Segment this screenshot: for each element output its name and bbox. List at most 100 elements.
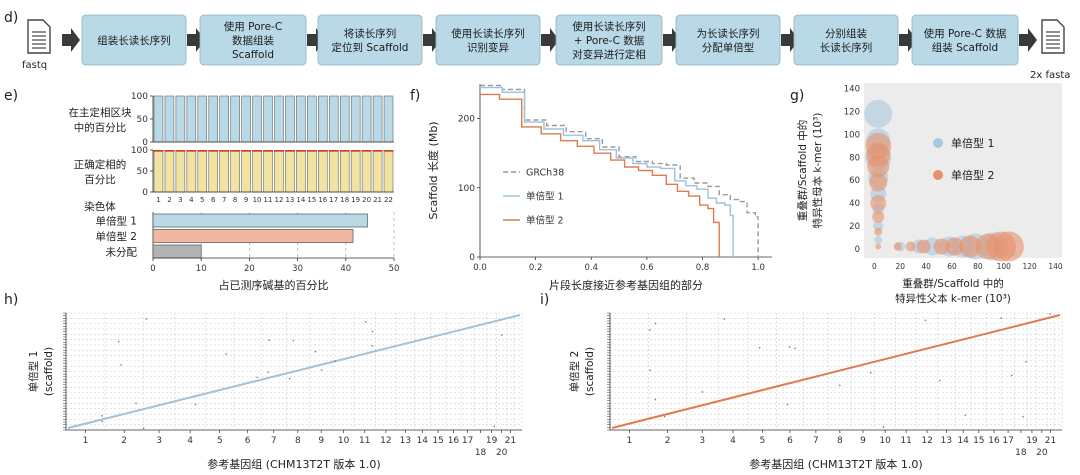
bar [372, 95, 383, 143]
pipeline-step-label: 使用长读长序列 [572, 20, 646, 33]
pipeline-step-box [911, 14, 1019, 66]
alignment-dot [101, 420, 104, 423]
x-tick-label: 4 [189, 196, 194, 204]
alignment-dot [320, 369, 323, 371]
chromosome-tick-label: 7 [271, 436, 277, 446]
pipeline-step-label: 对变异进行定相 [572, 48, 646, 61]
alignment-dot [371, 345, 374, 347]
x-tick-label: 30 [292, 264, 303, 274]
x-tick-label: 16 [318, 196, 327, 204]
alignment-dot [938, 379, 941, 382]
x-axis-title: 参考基因组 (CHM13T2T 版本 1.0) [207, 457, 380, 471]
y-axis-title: 重叠群/Scaffold 中的 [796, 120, 809, 222]
chromosome-tick-label: 18 [1015, 448, 1027, 458]
y-tick-label: 50 [137, 167, 149, 177]
y-axis-label: 中的百分比 [74, 121, 127, 134]
chromosome-tick-label: 12 [921, 436, 932, 446]
pipeline-step-label: 分别组装 [825, 27, 867, 40]
legend-label: 单倍型 2 [951, 168, 995, 182]
y-axis-label: 百分比 [84, 173, 116, 186]
bar [296, 95, 306, 143]
plot-background [864, 83, 1062, 258]
bar [339, 150, 350, 193]
x-tick-label: 10 [196, 264, 207, 274]
alignment-dot [1025, 360, 1027, 363]
chromosome-tick-label: 11 [900, 436, 911, 446]
x-tick-label: 40 [921, 262, 931, 271]
alignment-dot [649, 329, 651, 331]
bar [274, 150, 284, 193]
x-tick-label: 8 [233, 196, 237, 204]
chromosome-tick-label: 10 [338, 436, 350, 446]
chromosome-tick-label: 21 [1045, 436, 1056, 446]
alignment-diagonal [611, 314, 1061, 429]
y-axis-title: Scaffold 长度 (Mb) [426, 121, 440, 219]
alignment-dot [701, 391, 704, 393]
alignment-dot [101, 415, 103, 417]
y-axis-title: (scaffold) [584, 347, 596, 396]
bar [307, 150, 317, 193]
alignment-dot [654, 322, 657, 325]
bar [186, 150, 197, 193]
scatter-point [916, 239, 931, 254]
pipeline-step-label: 为长读长序列 [697, 27, 760, 40]
x-axis-title: 特异性父本 k-mer (10³) [895, 292, 1011, 305]
x-tick-label: 120 [1022, 262, 1037, 271]
chromosome-tick-label: 19 [486, 436, 498, 446]
bar [219, 95, 229, 143]
pipeline-step-label: Scaffold [232, 49, 274, 61]
chromosome-tick-label: 4 [730, 436, 736, 446]
series-line [480, 93, 720, 257]
x-tick-label: 10 [253, 196, 262, 204]
scatter-point [905, 241, 916, 252]
bar [318, 95, 328, 143]
chromosome-tick-label: 20 [1036, 448, 1048, 458]
bar [197, 95, 208, 143]
pipeline-step-box [435, 14, 541, 66]
bar [296, 150, 306, 193]
chromosome-tick-label: 17 [1002, 436, 1013, 446]
bar [164, 150, 175, 193]
chromosome-tick-label: 9 [860, 436, 866, 446]
y-tick-label: 200 [458, 115, 475, 125]
pipeline-step-label: 长读长序列 [820, 41, 873, 54]
x-tick-label: 0.8 [696, 263, 710, 273]
bar [263, 95, 273, 143]
x-tick-label: 0.4 [584, 263, 598, 273]
chromosome-tick-label: 8 [295, 436, 301, 446]
hbar [152, 229, 354, 243]
chromosome-tick-label: 13 [941, 436, 952, 446]
bar [274, 95, 284, 143]
x-tick-label: 1.0 [751, 263, 765, 273]
y-axis-label: 正确定相的 [74, 158, 127, 171]
y-tick-label: 0 [142, 138, 148, 148]
pipeline-step-label: 组装 Scaffold [932, 41, 998, 54]
arrow-icon [1019, 28, 1037, 52]
y-axis-title: (scaffold) [43, 347, 55, 396]
bar [175, 95, 186, 143]
y-tick-label: 60 [849, 176, 860, 186]
pipeline-step-label: 分配单倍型 [702, 41, 755, 54]
x-tick-label: 0.0 [473, 263, 487, 273]
y-tick-label: 100 [844, 130, 860, 140]
x-tick-label: 140 [1048, 262, 1063, 271]
chromosome-tick-label: 15 [973, 436, 984, 446]
x-tick-label: 20 [244, 264, 255, 274]
chromosome-tick-label: 5 [217, 436, 223, 446]
y-tick-label: 0 [142, 188, 148, 198]
scatter-point [874, 235, 883, 244]
alignment-dot [1049, 313, 1051, 315]
bar [307, 95, 317, 143]
chromosome-tick-label: 18 [475, 448, 487, 458]
bar [241, 95, 251, 143]
fasta-file-icon [1041, 19, 1065, 54]
bar [328, 150, 339, 193]
bar [230, 95, 240, 143]
chromosome-tick-label: 19 [1026, 436, 1038, 446]
alignment-dot [500, 334, 503, 336]
alignment-dot [924, 319, 927, 322]
pipeline-step-box [199, 14, 307, 66]
